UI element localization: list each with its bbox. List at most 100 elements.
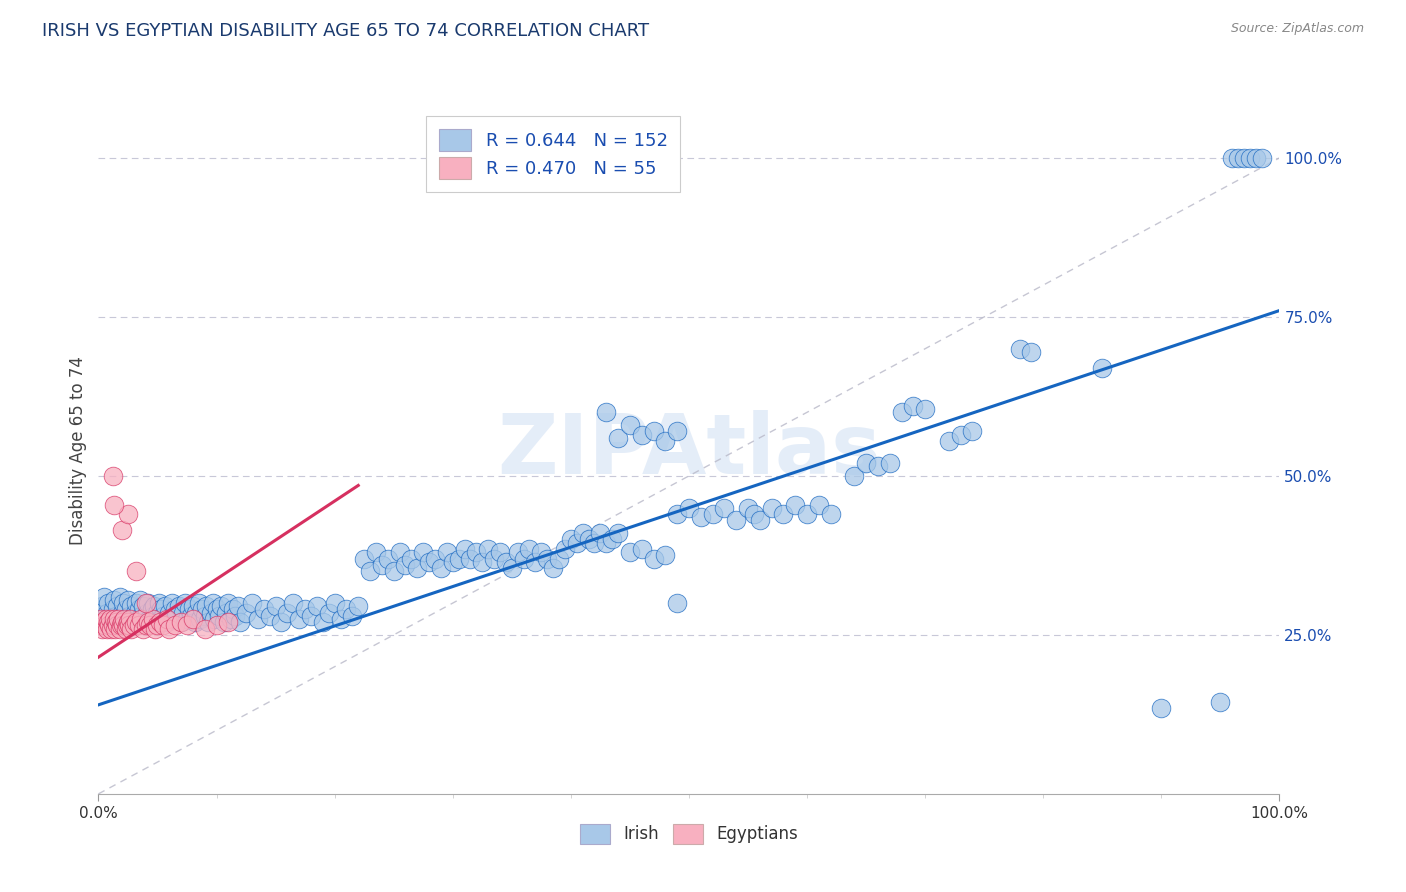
Point xyxy=(98,612,121,626)
Point xyxy=(128,593,150,607)
Point xyxy=(152,618,174,632)
Point xyxy=(226,599,249,614)
Point xyxy=(447,551,470,566)
Point xyxy=(217,615,239,630)
Point xyxy=(97,615,120,630)
Point xyxy=(135,606,157,620)
Point xyxy=(643,551,665,566)
Point xyxy=(101,602,124,616)
Point xyxy=(222,602,245,616)
Point xyxy=(108,622,131,636)
Point xyxy=(453,542,475,557)
Point xyxy=(112,596,135,610)
Point xyxy=(465,545,488,559)
Point xyxy=(100,622,122,636)
Point xyxy=(666,425,689,439)
Point xyxy=(201,596,224,610)
Point xyxy=(115,618,138,632)
Point xyxy=(305,599,328,614)
Point xyxy=(162,612,184,626)
Point xyxy=(541,561,564,575)
Point xyxy=(156,612,179,626)
Point xyxy=(353,551,375,566)
Point xyxy=(98,618,121,632)
Point xyxy=(217,596,239,610)
Point xyxy=(619,545,641,559)
Point xyxy=(1209,695,1232,709)
Point xyxy=(112,618,135,632)
Point xyxy=(132,622,155,636)
Point xyxy=(471,555,494,569)
Point xyxy=(180,608,202,623)
Point xyxy=(91,622,114,636)
Point xyxy=(125,564,148,578)
Point xyxy=(246,612,269,626)
Point xyxy=(107,612,129,626)
Point xyxy=(156,615,179,630)
Point xyxy=(110,618,132,632)
Point xyxy=(949,427,972,442)
Point xyxy=(111,615,134,630)
Point xyxy=(197,615,219,630)
Point xyxy=(146,618,169,632)
Point xyxy=(117,615,139,630)
Point xyxy=(165,618,187,632)
Point xyxy=(678,500,700,515)
Text: IRISH VS EGYPTIAN DISABILITY AGE 65 TO 74 CORRELATION CHART: IRISH VS EGYPTIAN DISABILITY AGE 65 TO 7… xyxy=(42,22,650,40)
Point xyxy=(209,599,232,614)
Point xyxy=(748,513,770,527)
Point xyxy=(138,612,160,626)
Point xyxy=(1220,151,1243,165)
Point xyxy=(181,612,204,626)
Point xyxy=(124,606,146,620)
Point xyxy=(129,612,152,626)
Point xyxy=(117,593,139,607)
Point xyxy=(170,615,193,630)
Point xyxy=(460,551,482,566)
Point xyxy=(118,608,141,623)
Point xyxy=(914,402,936,417)
Point xyxy=(176,612,198,626)
Point xyxy=(117,507,139,521)
Text: ZIPAtlas: ZIPAtlas xyxy=(496,410,882,491)
Point xyxy=(208,608,231,623)
Point xyxy=(264,599,287,614)
Point xyxy=(103,498,125,512)
Point xyxy=(186,606,208,620)
Point xyxy=(253,602,276,616)
Point xyxy=(125,615,148,630)
Point xyxy=(127,612,149,626)
Point xyxy=(666,596,689,610)
Point xyxy=(229,615,252,630)
Point xyxy=(962,425,984,439)
Point xyxy=(121,599,143,614)
Point xyxy=(224,608,246,623)
Point xyxy=(501,561,523,575)
Point xyxy=(654,549,676,563)
Point xyxy=(578,533,600,547)
Point xyxy=(294,602,316,616)
Point xyxy=(122,615,145,630)
Text: Source: ZipAtlas.com: Source: ZipAtlas.com xyxy=(1230,22,1364,36)
Point xyxy=(423,551,446,566)
Point xyxy=(135,596,157,610)
Point xyxy=(157,622,180,636)
Point xyxy=(205,602,228,616)
Point xyxy=(118,618,141,632)
Point xyxy=(938,434,960,448)
Point xyxy=(903,399,925,413)
Point xyxy=(377,551,399,566)
Point xyxy=(276,606,298,620)
Point xyxy=(890,405,912,419)
Point xyxy=(129,608,152,623)
Point xyxy=(98,612,121,626)
Point xyxy=(135,618,157,632)
Point xyxy=(565,535,588,549)
Point xyxy=(191,602,214,616)
Point xyxy=(114,622,136,636)
Point xyxy=(689,510,711,524)
Point xyxy=(108,590,131,604)
Point xyxy=(172,606,194,620)
Point xyxy=(412,545,434,559)
Point xyxy=(91,615,114,630)
